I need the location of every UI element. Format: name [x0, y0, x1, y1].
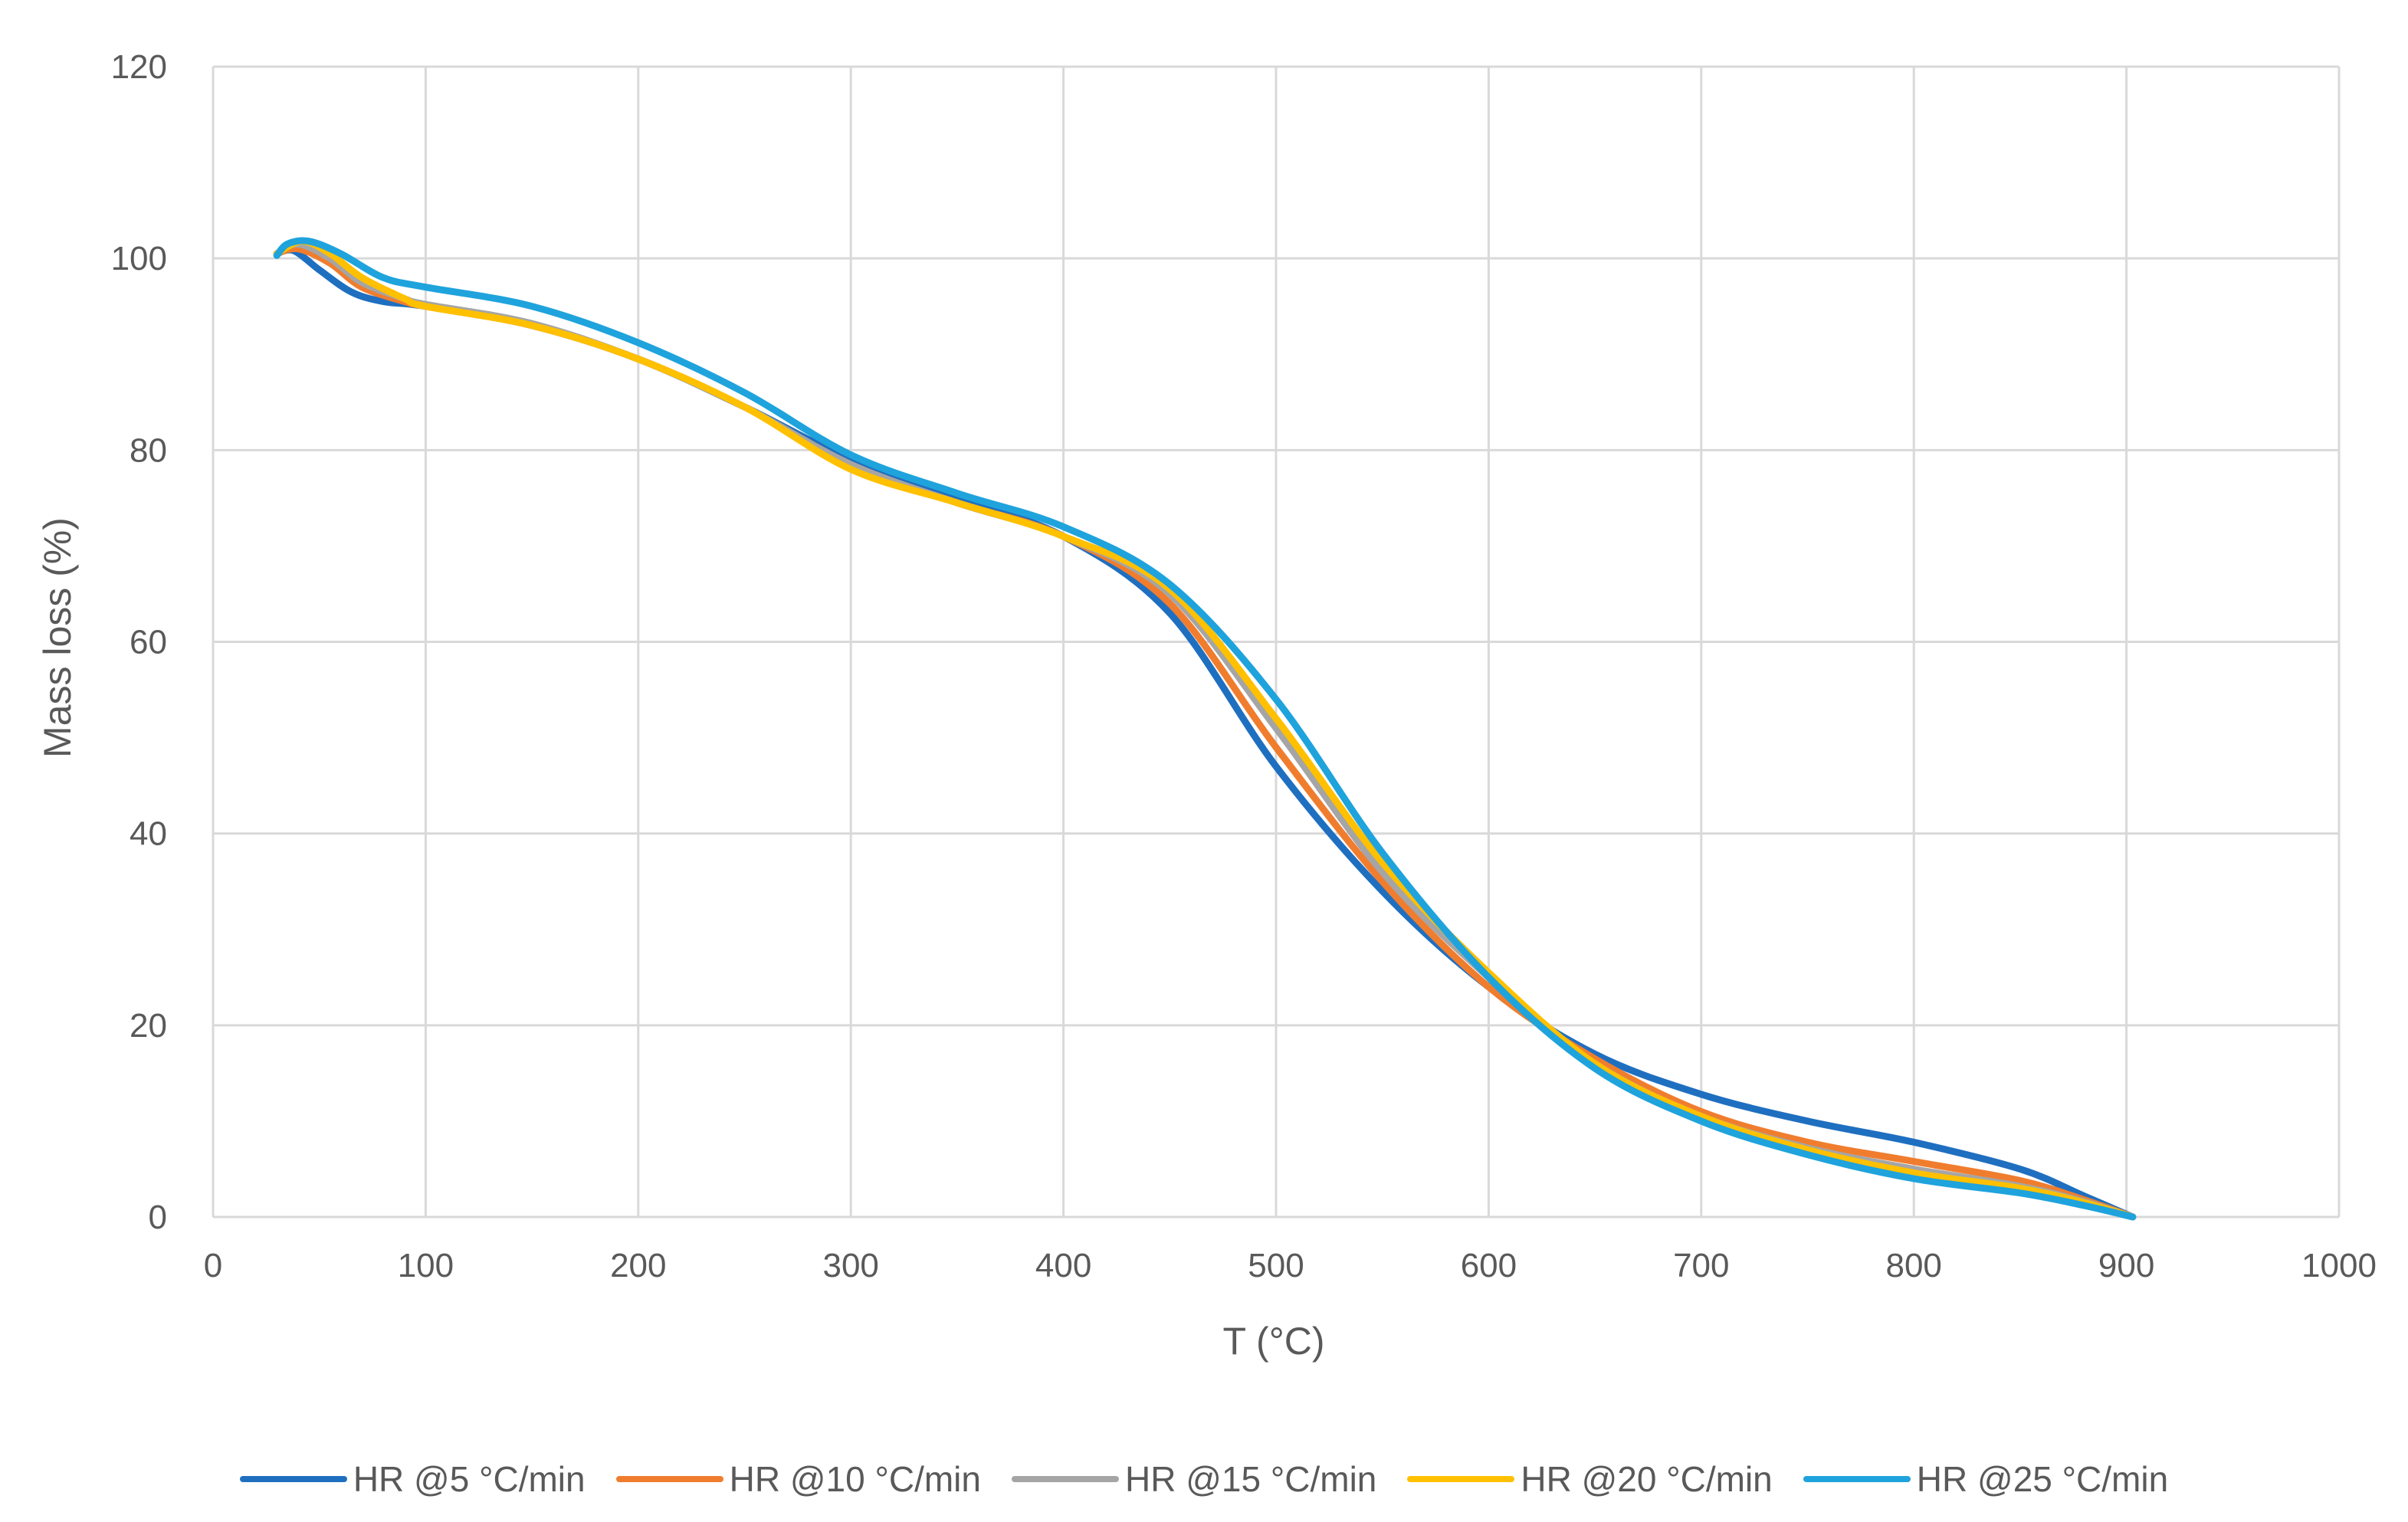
x-tick-labels: 0 100 200 300 400 500 600 700 800 900 1000 [204, 1247, 2377, 1284]
legend-item: HR @15 °C/min [1012, 1458, 1376, 1500]
y-axis-title: Mass loss (%) [36, 517, 79, 758]
legend-item: HR @10 °C/min [615, 1458, 981, 1500]
legend-item: HR @25 °C/min [1803, 1458, 2168, 1500]
y-tick-label: 100 [111, 240, 167, 277]
legend-label: HR @5 °C/min [353, 1459, 586, 1499]
y-tick-labels: 0 20 40 60 80 100 120 [111, 48, 167, 1236]
legend-label: HR @25 °C/min [1916, 1459, 2169, 1499]
x-tick-label: 500 [1248, 1247, 1304, 1284]
series-line-4 [273, 238, 2137, 1221]
y-tick-label: 20 [130, 1007, 167, 1045]
y-tick-label: 40 [130, 815, 167, 853]
series-line-2 [273, 244, 2137, 1221]
x-tick-label: 100 [398, 1247, 454, 1284]
y-tick-label: 120 [111, 48, 167, 86]
legend-item: HR @20 °C/min [1407, 1458, 1773, 1500]
x-tick-label: 300 [822, 1247, 878, 1284]
legend-swatch [1407, 1476, 1515, 1482]
legend-label: HR @15 °C/min [1125, 1459, 1377, 1499]
y-tick-label: 60 [130, 624, 167, 661]
legend-item: HR @5 °C/min [239, 1458, 586, 1500]
x-tick-label: 200 [610, 1247, 666, 1284]
legend-swatch [1012, 1476, 1119, 1482]
series-line-1 [273, 246, 2137, 1221]
y-tick-label: 0 [149, 1199, 167, 1236]
x-tick-label: 700 [1673, 1247, 1729, 1284]
legend-label: HR @20 °C/min [1521, 1459, 1773, 1499]
legend-label: HR @10 °C/min [729, 1459, 981, 1499]
x-tick-label: 1000 [2301, 1247, 2377, 1284]
legend-swatch [615, 1476, 723, 1482]
series-lines [273, 237, 2137, 1221]
y-tick-label: 80 [130, 431, 167, 469]
grid [212, 65, 2341, 1219]
x-tick-label: 800 [1885, 1247, 1941, 1284]
x-tick-label: 900 [2098, 1247, 2154, 1284]
legend: HR @5 °C/min HR @10 °C/min HR @15 °C/min HR… [0, 1448, 2408, 1510]
series-line-5 [273, 237, 2137, 1221]
legend-swatch [239, 1476, 347, 1482]
x-tick-label: 400 [1035, 1247, 1091, 1284]
x-tick-label: 0 [204, 1247, 222, 1284]
legend-swatch [1803, 1476, 1911, 1482]
x-axis-title: T (°C) [1223, 1320, 1325, 1363]
x-tick-label: 600 [1461, 1247, 1517, 1284]
series-line-3 [273, 240, 2137, 1221]
